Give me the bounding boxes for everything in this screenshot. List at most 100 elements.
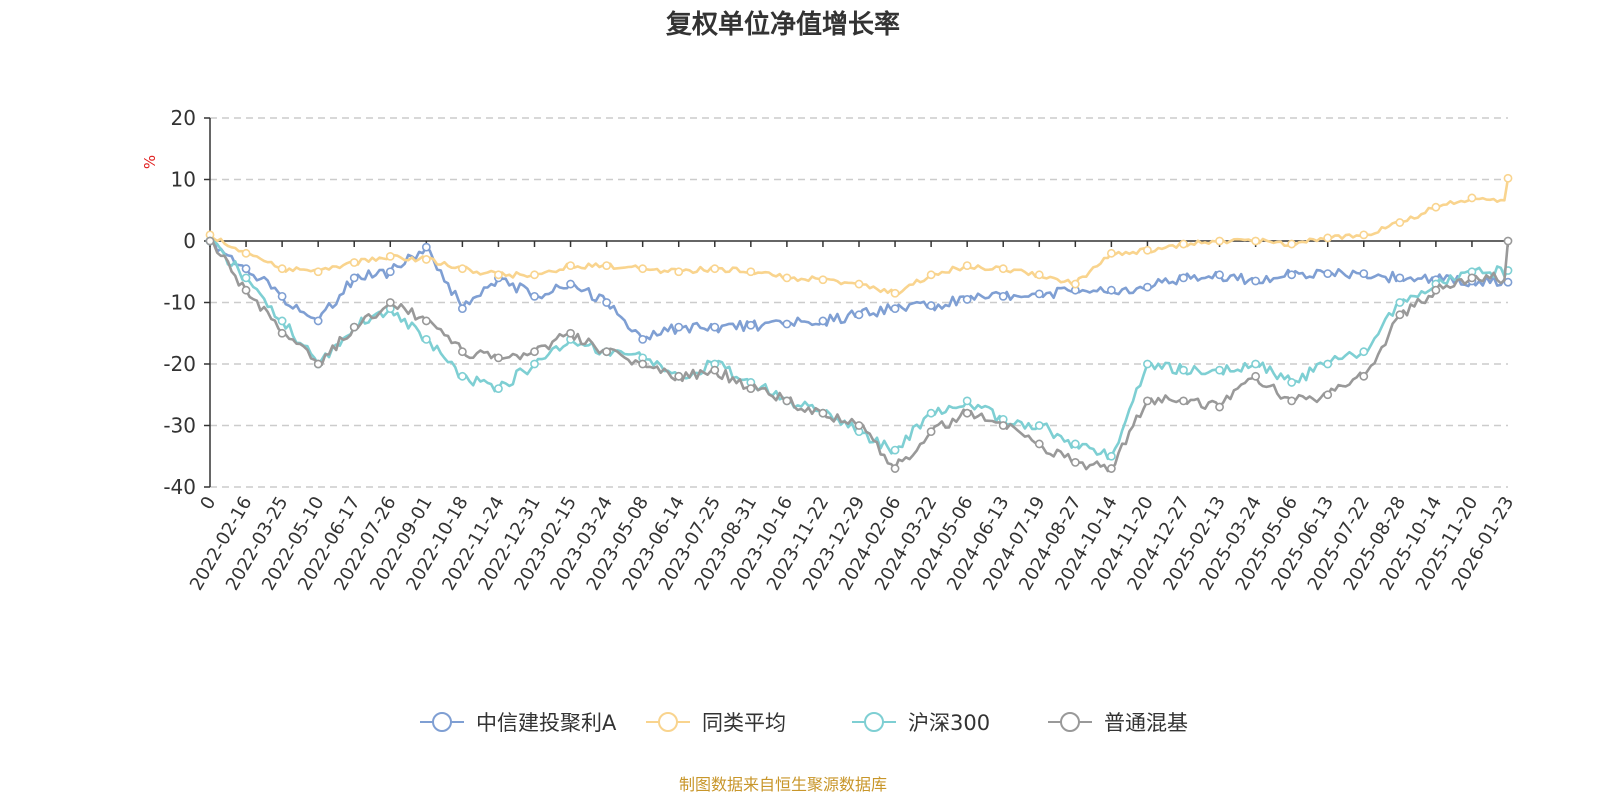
data-point xyxy=(1503,277,1513,287)
legend: 中信建投聚利A 同类平均 沪深300 普通混基 xyxy=(420,711,1188,735)
data-point xyxy=(1215,365,1224,375)
data-point xyxy=(926,408,936,418)
legend-circle-icon xyxy=(432,712,452,732)
data-point xyxy=(998,421,1008,430)
data-point xyxy=(818,275,828,285)
chart-title: 复权单位净值增长率 xyxy=(666,9,900,40)
data-point xyxy=(313,359,323,369)
y-tick-label: -20 xyxy=(163,352,196,376)
y-tick-label: -10 xyxy=(163,291,196,315)
data-point xyxy=(674,267,684,277)
legend-item[interactable]: 沪深300 xyxy=(852,711,990,735)
data-point xyxy=(1503,173,1513,183)
data-point xyxy=(638,334,648,344)
data-point xyxy=(494,384,503,393)
data-point xyxy=(1287,378,1297,387)
data-point xyxy=(1179,239,1188,249)
data-point xyxy=(494,270,503,280)
y-tick-label: -40 xyxy=(163,475,196,499)
data-point xyxy=(530,291,539,301)
legend-item[interactable]: 普通混基 xyxy=(1048,711,1188,735)
x-tick-label: 0 xyxy=(196,493,220,513)
data-point xyxy=(241,285,251,295)
data-point xyxy=(890,304,900,314)
data-point xyxy=(926,270,936,280)
series-1 xyxy=(205,173,1513,298)
data-point xyxy=(566,328,575,338)
legend-label: 同类平均 xyxy=(702,711,786,735)
data-point xyxy=(277,328,287,338)
series-3 xyxy=(205,236,1513,473)
data-point xyxy=(241,248,251,258)
data-point xyxy=(1359,347,1369,357)
data-point xyxy=(494,353,503,363)
data-point xyxy=(962,295,972,304)
data-point xyxy=(1431,202,1441,212)
data-point xyxy=(782,396,792,406)
data-point xyxy=(1215,402,1224,412)
data-point xyxy=(1143,245,1152,255)
data-point xyxy=(890,464,900,473)
data-point xyxy=(530,359,539,369)
legend-item[interactable]: 同类平均 xyxy=(646,711,786,735)
data-point xyxy=(674,371,684,381)
data-point xyxy=(674,322,684,332)
y-tick-label: 20 xyxy=(171,106,196,130)
data-point xyxy=(1070,457,1080,467)
data-point xyxy=(746,384,756,393)
data-point xyxy=(1359,269,1369,278)
legend-circle-icon xyxy=(658,712,678,732)
data-point xyxy=(602,347,612,357)
data-point xyxy=(241,273,251,283)
data-point xyxy=(457,347,467,357)
legend-circle-icon xyxy=(864,712,884,732)
data-point xyxy=(890,445,900,455)
data-point xyxy=(1287,270,1297,280)
data-point xyxy=(566,279,575,289)
data-point xyxy=(566,261,575,270)
data-point xyxy=(1395,298,1405,307)
data-point xyxy=(962,261,972,270)
data-point xyxy=(1395,218,1405,227)
data-point xyxy=(890,288,900,298)
data-point xyxy=(313,316,323,326)
data-point xyxy=(1070,279,1080,289)
data-point xyxy=(1143,359,1152,369)
data-point xyxy=(349,273,359,283)
data-point xyxy=(1070,439,1080,449)
legend-label: 中信建投聚利A xyxy=(476,711,617,735)
data-point xyxy=(818,316,828,326)
legend-circle-icon xyxy=(1060,712,1080,732)
data-point xyxy=(1106,451,1116,461)
data-point xyxy=(1287,396,1297,406)
data-point xyxy=(313,267,323,277)
data-point xyxy=(1106,248,1116,258)
data-point xyxy=(205,236,215,246)
legend-label: 普通混基 xyxy=(1104,711,1188,735)
legend-item[interactable]: 中信建投聚利A xyxy=(420,711,617,735)
data-point xyxy=(421,334,431,344)
data-point xyxy=(277,316,287,326)
data-point xyxy=(421,255,431,264)
data-point xyxy=(1179,273,1188,283)
data-point xyxy=(998,291,1008,301)
data-point xyxy=(962,408,972,418)
y-tick-label: -30 xyxy=(163,414,196,438)
data-point xyxy=(1395,273,1405,283)
data-point xyxy=(1215,236,1224,246)
data-point xyxy=(385,251,395,261)
series-0 xyxy=(205,236,1513,344)
data-point xyxy=(746,267,756,277)
data-point xyxy=(1143,282,1152,292)
data-point xyxy=(1323,233,1333,243)
data-point xyxy=(530,347,539,357)
data-point xyxy=(1287,239,1297,249)
data-point xyxy=(818,408,828,418)
data-point xyxy=(746,320,756,330)
data-point xyxy=(962,396,972,406)
data-point xyxy=(1431,285,1441,295)
data-source-note: 制图数据来自恒生聚源数据库 xyxy=(679,775,887,794)
data-point xyxy=(602,261,612,270)
data-point xyxy=(421,316,431,326)
data-point xyxy=(710,365,720,375)
